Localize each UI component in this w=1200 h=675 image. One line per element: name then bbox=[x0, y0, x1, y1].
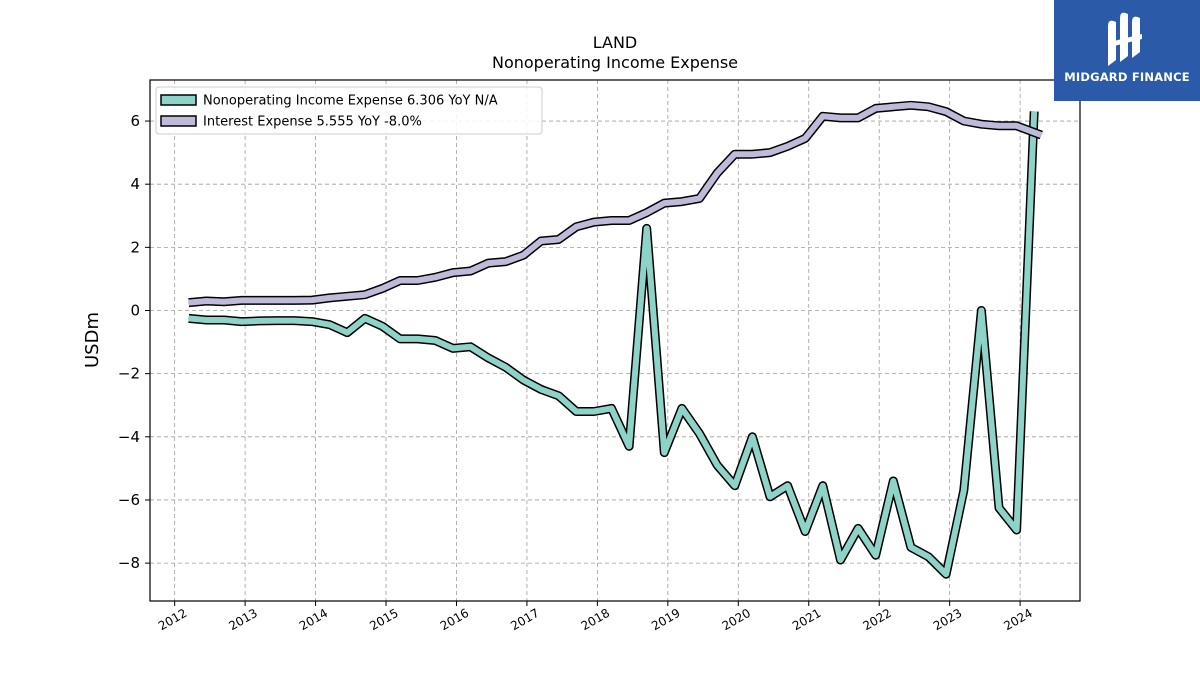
midgard-logo-icon bbox=[1108, 12, 1142, 67]
series-layer bbox=[188, 100, 1043, 579]
x-tick-label: 2019 bbox=[649, 606, 682, 633]
y-tick-label: −8 bbox=[118, 554, 140, 572]
logo-text: MIDGARD FINANCE bbox=[1064, 70, 1190, 84]
series-2-line bbox=[188, 102, 1043, 306]
legend-label-2: Interest Expense 5.555 YoY -8.0% bbox=[203, 115, 422, 130]
legend-box bbox=[155, 86, 543, 135]
x-tick-label: 2017 bbox=[508, 606, 541, 633]
x-tick-label: 2016 bbox=[438, 606, 471, 633]
x-tick-label: 2024 bbox=[1001, 606, 1034, 633]
x-tick-label: 2022 bbox=[860, 606, 893, 633]
legend-label-1: Nonoperating Income Expense 6.306 YoY N/… bbox=[203, 94, 498, 109]
midgard-finance-logo: MIDGARD FINANCE bbox=[1054, 0, 1200, 101]
x-tick-label: 2020 bbox=[720, 606, 753, 633]
x-tick-label: 2012 bbox=[156, 606, 189, 633]
y-tick-label: −2 bbox=[118, 365, 140, 383]
chart-subtitle: Nonoperating Income Expense bbox=[492, 53, 738, 72]
x-tick-label: 2021 bbox=[790, 606, 823, 633]
x-tick-label: 2014 bbox=[297, 606, 330, 633]
y-tick-label: 2 bbox=[130, 238, 140, 256]
x-tick-label: 2018 bbox=[579, 606, 612, 633]
y-axis-label: USDm bbox=[82, 312, 103, 368]
legend: Nonoperating Income Expense 6.306 YoY N/… bbox=[155, 86, 543, 135]
y-tick-label: 0 bbox=[130, 302, 140, 320]
series-2-outline bbox=[188, 100, 1043, 308]
series-1-line bbox=[188, 111, 1038, 578]
legend-swatch-1 bbox=[160, 94, 197, 106]
y-tick-label: −4 bbox=[118, 428, 140, 446]
x-tick-label: 2013 bbox=[226, 606, 259, 633]
y-tick-label: −6 bbox=[118, 491, 140, 509]
plot-frame bbox=[149, 79, 1081, 602]
y-tick-label: 6 bbox=[130, 112, 140, 130]
chart-title: LAND bbox=[593, 33, 638, 52]
x-tick-label: 2023 bbox=[931, 606, 964, 633]
x-tick-label: 2015 bbox=[367, 606, 400, 633]
y-tick-label: 4 bbox=[130, 175, 140, 193]
grid bbox=[150, 80, 1080, 601]
legend-swatch-2 bbox=[160, 115, 197, 127]
axis-ticks: 2012 2013 2014 2015 2016 2017 2018 2019 2020 2021… bbox=[118, 112, 1035, 633]
